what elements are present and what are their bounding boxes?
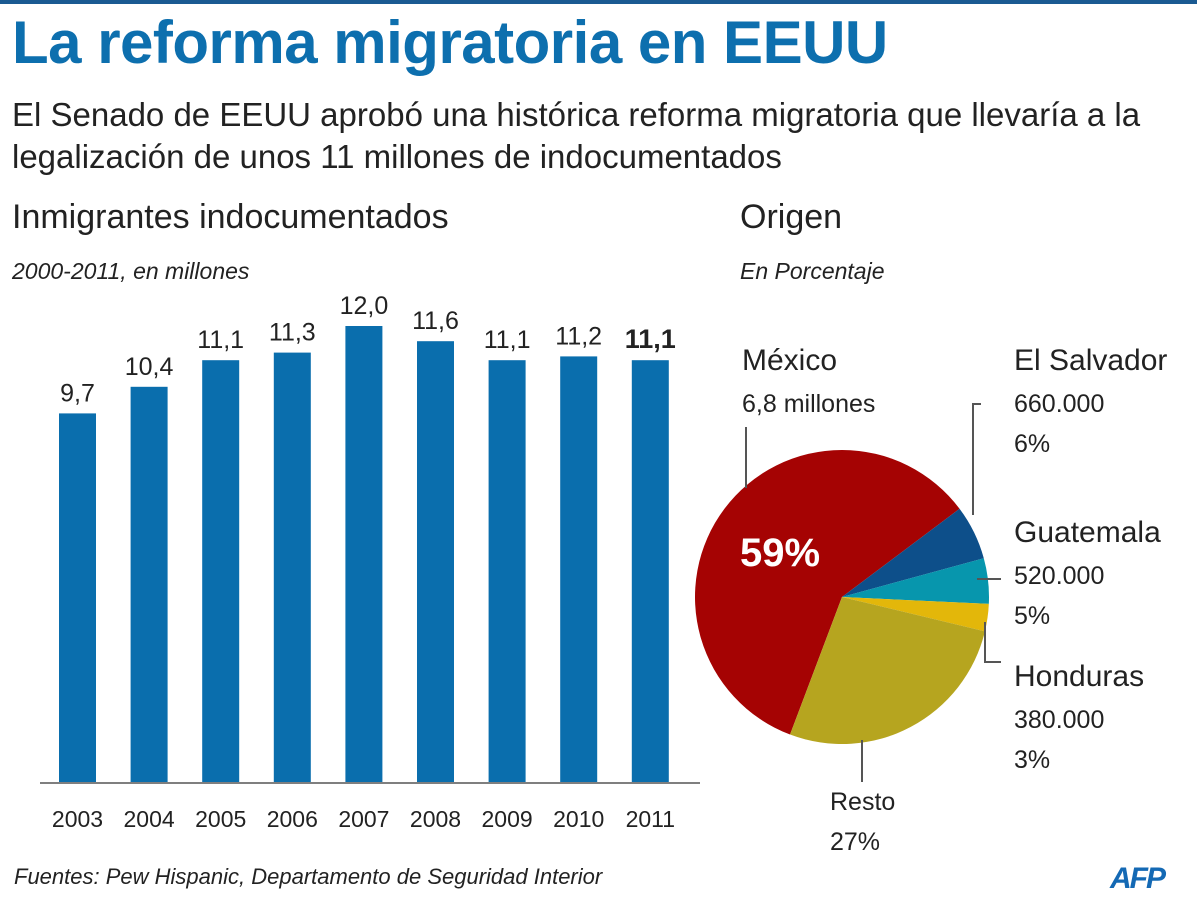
pie-label-el-salvador-detail: 660.000 [1014,390,1104,418]
data-label-2010: 11,2 [555,322,602,350]
pie-label-mexico-name: México [742,344,837,377]
leader-line-el-salvador [972,403,981,515]
data-label-2003: 9,7 [60,379,95,407]
page-title: La reforma migratoria en EEUU [12,9,888,76]
pie-label-mexico-percent: 59% [740,531,820,575]
pie-label-guatemala-name: Guatemala [1014,516,1161,549]
bar-2008 [417,341,454,782]
pie-label-honduras-percent: 3% [1014,746,1050,774]
pie-label-el-salvador-percent: 6% [1014,430,1050,458]
bar-2005 [202,360,240,782]
tick-label-2004: 2004 [124,806,175,832]
tick-label-2009: 2009 [482,806,533,832]
source-note: Fuentes: Pew Hispanic, Departamento de S… [14,864,603,889]
bar-2006 [273,352,311,782]
tick-label-2007: 2007 [338,806,389,832]
bar-2004 [130,386,168,782]
tick-label-2011: 2011 [626,806,675,832]
tick-label-2008: 2008 [410,806,461,832]
data-label-2004: 10,4 [125,353,174,381]
bar-2011 [631,360,669,782]
data-label-2005: 11,1 [197,326,244,354]
data-label-2011: 11,1 [625,324,676,354]
pie-chart-subtitle: En Porcentaje [740,258,885,284]
bar-2003 [59,413,96,782]
pie-label-guatemala-detail: 520.000 [1014,562,1104,590]
top-border [0,0,1197,4]
bar-2007 [345,326,383,782]
afp-logo: AFP [1109,862,1167,895]
tick-label-2010: 2010 [553,806,604,832]
bar-2009 [488,360,526,782]
leader-line-honduras [984,622,1001,663]
pie-slice-mexico [694,449,960,735]
pie-slice-resto [790,597,985,744]
tick-label-2006: 2006 [267,806,318,832]
pie-label-honduras-detail: 380.000 [1014,706,1104,734]
data-label-2009: 11,1 [484,326,531,354]
pie-slice-honduras [842,597,989,632]
pie-slice-guatemala [842,558,989,604]
pie-label-resto-name: Resto [830,788,895,816]
bar-2010 [560,356,598,782]
bar-chart-subtitle: 2000-2011, en millones [12,258,250,284]
tick-label-2005: 2005 [195,806,246,832]
data-label-2006: 11,3 [269,319,316,347]
pie-slice-el-salvador [842,508,984,597]
pie-label-resto-percent: 27% [830,828,880,856]
pie-label-honduras-name: Honduras [1014,660,1144,693]
pie-label-mexico-detail: 6,8 millones [742,390,875,418]
data-label-2007: 12,0 [340,292,389,320]
pie-label-guatemala-percent: 5% [1014,602,1050,630]
bar-chart-title: Inmigrantes indocumentados [12,198,449,236]
pie-chart-title: Origen [740,198,843,236]
data-label-2008: 11,6 [412,307,459,335]
tick-label-2003: 2003 [52,806,103,832]
pie-label-el-salvador-name: El Salvador [1014,344,1167,377]
page-subtitle: El Senado de EEUU aprobó una histórica r… [12,96,1141,175]
